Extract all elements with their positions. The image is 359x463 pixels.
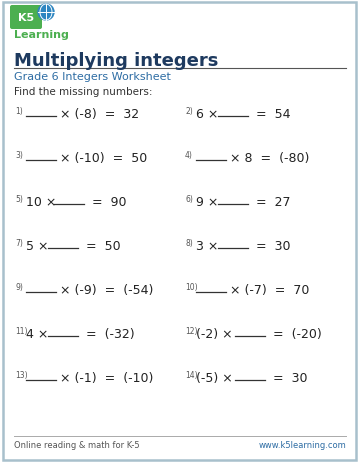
Text: × (-10)  =  50: × (-10) = 50 (56, 152, 147, 165)
FancyBboxPatch shape (3, 3, 356, 460)
Text: × (-9)  =  (-54): × (-9) = (-54) (56, 283, 153, 296)
Text: 13): 13) (15, 370, 28, 379)
Text: =  90: = 90 (84, 195, 126, 208)
Text: 4 ×: 4 × (26, 327, 52, 340)
Text: 6): 6) (185, 194, 193, 204)
Text: 6 ×: 6 × (196, 108, 222, 121)
Text: 9): 9) (15, 282, 23, 291)
Text: × (-8)  =  32: × (-8) = 32 (56, 108, 139, 121)
Text: 5 ×: 5 × (26, 239, 52, 252)
Text: Online reading & math for K-5: Online reading & math for K-5 (14, 440, 140, 449)
Text: =  27: = 27 (248, 195, 291, 208)
Text: Find the missing numbers:: Find the missing numbers: (14, 87, 153, 97)
FancyBboxPatch shape (10, 6, 42, 30)
Text: Grade 6 Integers Worksheet: Grade 6 Integers Worksheet (14, 72, 171, 82)
Circle shape (38, 5, 54, 21)
Text: =  30: = 30 (265, 371, 308, 384)
Text: 3 ×: 3 × (196, 239, 222, 252)
Text: Learning: Learning (14, 30, 69, 40)
Text: =  30: = 30 (248, 239, 291, 252)
Text: 10 ×: 10 × (26, 195, 60, 208)
Text: =  (-32): = (-32) (78, 327, 135, 340)
Text: 2): 2) (185, 107, 193, 116)
Text: =  50: = 50 (78, 239, 121, 252)
Text: 5): 5) (15, 194, 23, 204)
Text: 4): 4) (185, 150, 193, 160)
Text: 3): 3) (15, 150, 23, 160)
Text: × (-1)  =  (-10): × (-1) = (-10) (56, 371, 153, 384)
Text: 7): 7) (15, 238, 23, 247)
Text: www.k5learning.com: www.k5learning.com (258, 440, 346, 449)
Text: 1): 1) (15, 107, 23, 116)
Text: 8): 8) (185, 238, 193, 247)
Text: 10): 10) (185, 282, 197, 291)
Text: (-2) ×: (-2) × (196, 327, 237, 340)
Text: Multiplying integers: Multiplying integers (14, 52, 218, 70)
Text: 9 ×: 9 × (196, 195, 222, 208)
Text: × (-7)  =  70: × (-7) = 70 (226, 283, 309, 296)
Text: K5: K5 (18, 13, 34, 23)
Text: =  (-20): = (-20) (265, 327, 322, 340)
Text: 11): 11) (15, 326, 28, 335)
Text: (-5) ×: (-5) × (196, 371, 237, 384)
Text: =  54: = 54 (248, 108, 291, 121)
Text: 12): 12) (185, 326, 197, 335)
Text: × 8  =  (-80): × 8 = (-80) (226, 152, 309, 165)
Text: 14): 14) (185, 370, 197, 379)
